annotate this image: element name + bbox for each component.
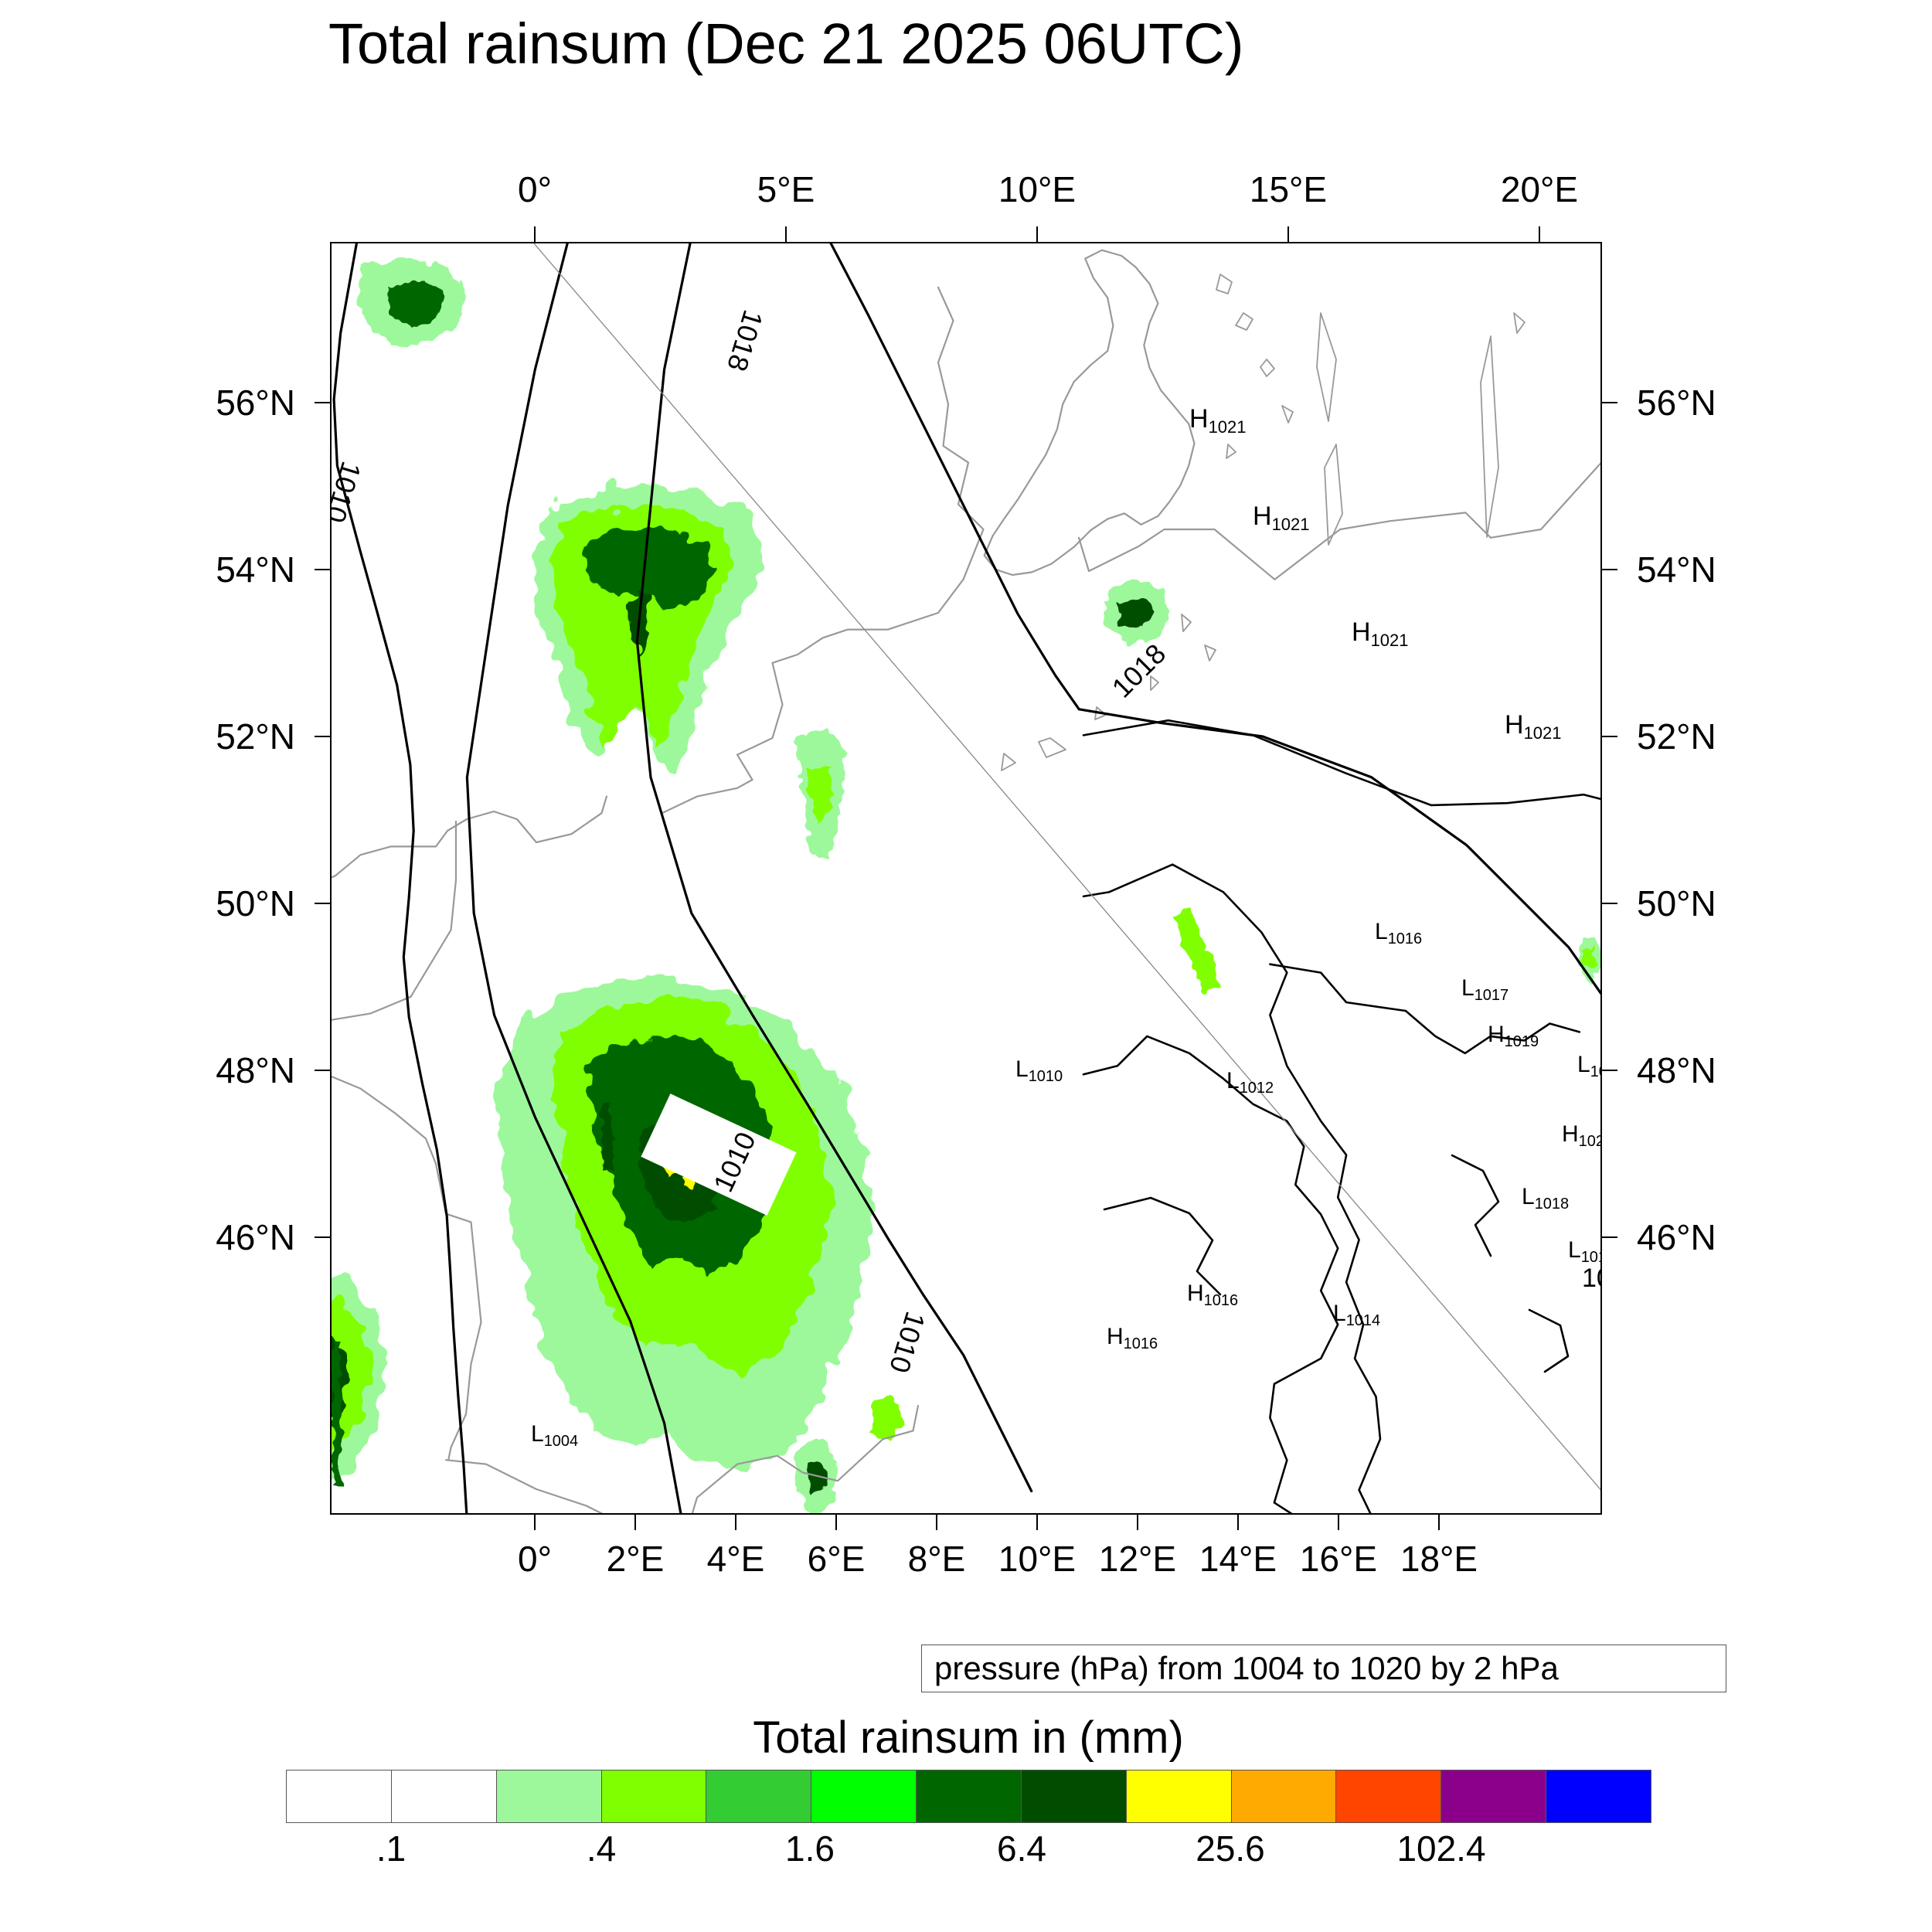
svg-text:L1017: L1017 — [1461, 975, 1509, 1004]
svg-text:H1016: H1016 — [1187, 1281, 1238, 1309]
svg-text:L1004: L1004 — [531, 1421, 578, 1450]
svg-text:H1021: H1021 — [1253, 502, 1310, 534]
svg-text:1018: 1018 — [1582, 1264, 1602, 1293]
svg-text:H102: H102 — [1562, 1121, 1602, 1150]
svg-text:1018: 1018 — [1106, 638, 1172, 704]
svg-text:L1016: L1016 — [1375, 919, 1422, 947]
svg-text:L10: L10 — [1577, 1052, 1602, 1080]
svg-text:L1018: L1018 — [1522, 1184, 1569, 1213]
svg-text:L101: L101 — [1568, 1237, 1602, 1266]
svg-text:H1016: H1016 — [1107, 1324, 1158, 1352]
svg-text:L1012: L1012 — [1226, 1068, 1274, 1097]
svg-text:H: H — [1599, 950, 1602, 975]
svg-text:1018: 1018 — [721, 307, 770, 376]
svg-text:H1021: H1021 — [1505, 710, 1562, 743]
svg-text:1010: 1010 — [883, 1308, 932, 1377]
svg-text:L1014: L1014 — [1333, 1301, 1380, 1329]
svg-text:H1019: H1019 — [1488, 1022, 1539, 1050]
svg-text:H1021: H1021 — [1352, 617, 1409, 650]
svg-text:H1021: H1021 — [1189, 404, 1247, 437]
svg-text:L1010: L1010 — [1015, 1056, 1063, 1085]
svg-text:1010: 1010 — [332, 458, 368, 527]
